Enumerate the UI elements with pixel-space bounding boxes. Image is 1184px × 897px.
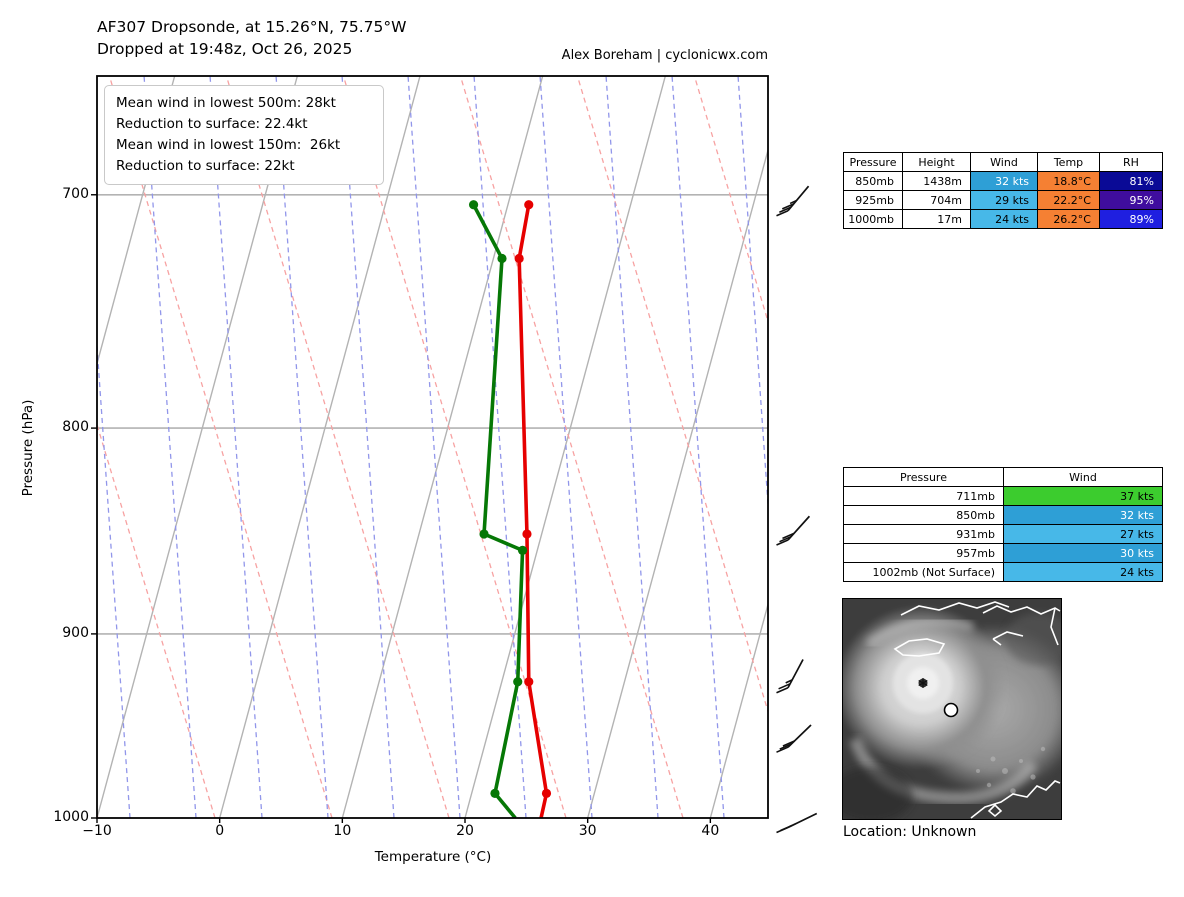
y-tick-label: 800 (62, 419, 89, 436)
wind-cell: 29 kts (970, 190, 1038, 210)
table-row: 711mb 37 kts (843, 486, 1163, 506)
table-row: 850mb 32 kts (843, 505, 1163, 525)
plot-gridlines (97, 76, 768, 818)
pressure-cell: 850mb (843, 505, 1004, 525)
title-line2: Dropped at 19:48z, Oct 26, 2025 (97, 40, 353, 58)
pressure-cell: 925mb (843, 190, 903, 210)
temp-cell: 22.2°C (1037, 190, 1100, 210)
rh-cell: 95% (1099, 190, 1163, 210)
x-tick-label: 30 (578, 823, 597, 839)
pressure-cell: 1000mb (843, 209, 903, 229)
x-tick-label: 20 (456, 823, 474, 839)
hurricane-eye-marker (918, 678, 928, 688)
table-row: 931mb 27 kts (843, 524, 1163, 544)
satellite-caption: Location: Unknown (843, 824, 977, 840)
x-tick-label: 0 (215, 823, 225, 839)
y-tick-label: 900 (62, 624, 89, 641)
dewpoint-point (479, 529, 489, 539)
temperature-point (541, 788, 552, 798)
temperature-point (524, 200, 534, 210)
table-header: Wind (1003, 467, 1163, 487)
pressure-cell: 1002mb (Not Surface) (843, 562, 1004, 582)
y-tick-label: 1000 (53, 809, 89, 825)
wind-cell: 24 kts (970, 209, 1038, 229)
satellite-image (829, 598, 1083, 823)
wind-barbs (776, 185, 818, 834)
wind-cell: 27 kts (1003, 524, 1163, 544)
table-row: 850mb 1438m 32 kts 18.8°C 81% (843, 171, 1163, 191)
wind-cell: 24 kts (1003, 562, 1163, 582)
dewpoint-point (490, 788, 500, 798)
pressure-cell: 850mb (843, 171, 903, 191)
dewpoint-point (513, 677, 523, 687)
pressure-cell: 957mb (843, 543, 1004, 563)
wind-barb (776, 185, 810, 217)
height-cell: 704m (902, 190, 971, 210)
temp-cell: 18.8°C (1037, 171, 1100, 191)
wind-cell: 32 kts (1003, 505, 1163, 525)
temp-cell: 26.2°C (1037, 209, 1100, 229)
temperature-point (524, 677, 534, 687)
summary-line: Reduction to surface: 22.4kt (116, 116, 308, 132)
dewpoint-trace (471, 203, 525, 818)
plot-border (96, 75, 769, 819)
temperature-trace (517, 204, 549, 818)
coastlines (893, 601, 1061, 819)
hurricane-satellite-graphic (829, 599, 1083, 823)
table-header: RH (1099, 152, 1163, 172)
table-header: Temp (1037, 152, 1100, 172)
x-tick-label: 40 (701, 823, 720, 839)
x-tick-label: 10 (333, 823, 352, 839)
rh-cell: 81% (1099, 171, 1163, 191)
title-line1: AF307 Dropsonde, at 15.26°N, 75.75°W (97, 18, 407, 36)
wind-levels-table: Pressure Wind 711mb 37 kts 850mb 32 kts 931mb 2… (843, 467, 1163, 582)
wind-cell: 30 kts (1003, 543, 1163, 563)
table-header: Height (902, 152, 971, 172)
summary-line: Mean wind in lowest 150m: 26kt (116, 137, 341, 153)
pressure-cell: 931mb (843, 524, 1004, 544)
credit-text: Alex Boreham | cyclonicwx.com (561, 48, 768, 63)
x-axis-label: Temperature (°C) (374, 849, 492, 865)
temperature-point (522, 529, 532, 539)
y-axis-label: Pressure (hPa) (20, 399, 36, 497)
table-row: 1002mb (Not Surface) 24 kts (843, 562, 1163, 582)
summary-line: Mean wind in lowest 500m: 28kt (116, 95, 336, 111)
wind-cell: 37 kts (1003, 486, 1163, 506)
height-cell: 17m (902, 209, 971, 229)
table-header: Wind (970, 152, 1038, 172)
table-row: 1000mb 17m 24 kts 26.2°C 89% (843, 209, 1163, 229)
dewpoint-point (468, 200, 479, 210)
drop-location-marker (943, 702, 959, 718)
summary-line: Reduction to surface: 22kt (116, 158, 295, 174)
wind-barb (776, 812, 818, 834)
table-header: Pressure (843, 467, 1004, 487)
wind-barb (776, 515, 811, 546)
height-cell: 1438m (902, 171, 971, 191)
dewpoint-point (497, 253, 507, 264)
y-tick-label: 700 (62, 185, 89, 202)
table-row: 925mb 704m 29 kts 22.2°C 95% (843, 190, 1163, 210)
wind-summary-box: Mean wind in lowest 500m: 28kt Reduction… (104, 85, 384, 185)
wind-barb (776, 659, 804, 694)
rh-cell: 89% (1099, 209, 1163, 229)
wind-cell: 32 kts (970, 171, 1038, 191)
level-stats-table: Pressure Height Wind Temp RH 850mb 1438m 32 kts… (843, 152, 1163, 229)
page-title: AF307 Dropsonde, at 15.26°N, 75.75°W Dro… (97, 16, 406, 60)
x-tick-label: −10 (82, 823, 112, 839)
pressure-cell: 711mb (843, 486, 1004, 506)
table-row: 957mb 30 kts (843, 543, 1163, 563)
temperature-point (514, 253, 524, 264)
dewpoint-point (517, 545, 528, 555)
table-header: Pressure (843, 152, 903, 172)
wind-barb (776, 724, 812, 753)
